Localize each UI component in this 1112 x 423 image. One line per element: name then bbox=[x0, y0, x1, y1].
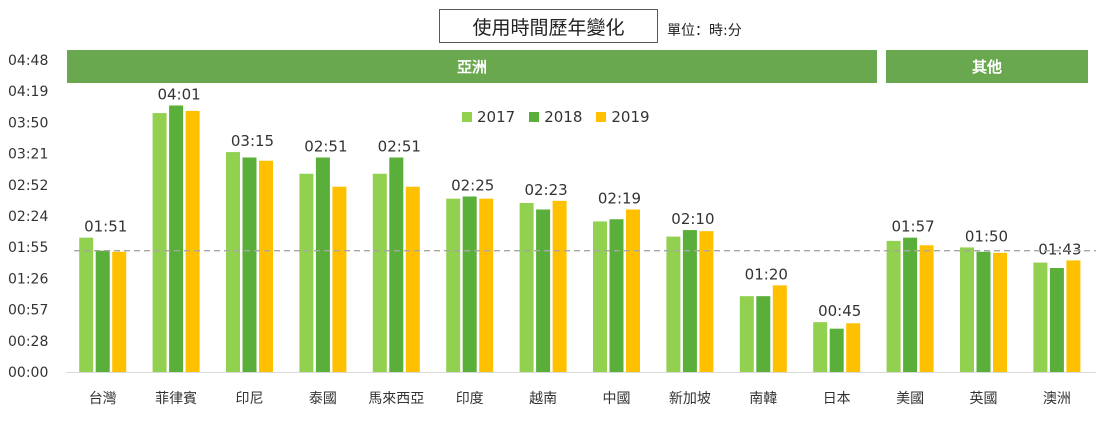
bar-2019 bbox=[259, 160, 273, 372]
legend-item-2018: 2018 bbox=[529, 108, 582, 126]
bar-2019 bbox=[919, 245, 934, 372]
x-tick-label: 新加坡 bbox=[669, 391, 711, 407]
x-tick-label: 中國 bbox=[603, 391, 631, 407]
bar-2017 bbox=[152, 113, 167, 372]
bar-2018 bbox=[462, 196, 477, 372]
bar-2018 bbox=[536, 209, 551, 372]
bar-2017 bbox=[593, 221, 607, 372]
y-tick-label: 02:52 bbox=[8, 178, 48, 194]
x-tick-label: 英國 bbox=[970, 390, 998, 407]
bar-2018 bbox=[242, 157, 257, 372]
bar-2019 bbox=[479, 198, 494, 372]
legend-swatch-2018 bbox=[529, 112, 540, 122]
bar-2018 bbox=[756, 296, 771, 372]
y-tick-label: 01:55 bbox=[8, 240, 48, 256]
bar-2019 bbox=[1066, 260, 1081, 372]
bar-2019 bbox=[626, 209, 640, 372]
data-label: 02:51 bbox=[378, 138, 421, 156]
bar-2019 bbox=[772, 285, 787, 372]
legend: 2017 2018 2019 bbox=[462, 108, 650, 126]
bar-2017 bbox=[446, 198, 461, 372]
x-tick-label: 印度 bbox=[456, 391, 484, 407]
bar-2019 bbox=[993, 252, 1007, 372]
unit-label: 單位：時:分 bbox=[667, 23, 742, 39]
y-tick-label: 00:00 bbox=[8, 365, 48, 381]
bar-2017 bbox=[299, 173, 314, 372]
x-tick-label: 印尼 bbox=[236, 391, 264, 407]
y-tick-label: 03:50 bbox=[8, 115, 48, 131]
y-tick-label: 04:48 bbox=[8, 53, 48, 69]
x-tick-label: 澳洲 bbox=[1043, 391, 1071, 407]
bar-2018 bbox=[169, 105, 184, 372]
bar-2019 bbox=[846, 323, 861, 372]
bar-2019 bbox=[552, 200, 567, 372]
bar-2018 bbox=[389, 157, 404, 372]
x-tick-label: 越南 bbox=[529, 391, 557, 407]
bar-2017 bbox=[79, 237, 94, 372]
data-label: 04:01 bbox=[157, 86, 200, 104]
legend-swatch-2017 bbox=[462, 112, 472, 122]
x-tick-label: 菲律賓 bbox=[155, 390, 197, 407]
bar-2019 bbox=[405, 186, 420, 372]
data-label: 01:20 bbox=[745, 265, 788, 283]
bar-2018 bbox=[95, 250, 110, 372]
bar-2017 bbox=[1033, 262, 1048, 372]
x-tick-label: 南韓 bbox=[749, 391, 777, 407]
data-label: 02:23 bbox=[524, 181, 567, 199]
data-label: 02:51 bbox=[304, 138, 347, 156]
chart-title: 使用時間歷年變化 bbox=[439, 9, 658, 43]
y-tick-label: 00:28 bbox=[8, 334, 48, 350]
region-band-asia: 亞洲 bbox=[67, 50, 877, 83]
legend-label-2017: 2017 bbox=[477, 108, 516, 126]
bar-2018 bbox=[829, 328, 844, 372]
bar-2017 bbox=[519, 203, 534, 372]
data-label: 01:43 bbox=[1038, 240, 1081, 258]
bar-2017 bbox=[372, 173, 387, 372]
bar-2019 bbox=[185, 110, 200, 373]
bar-2018 bbox=[976, 251, 991, 372]
bar-2018 bbox=[682, 230, 697, 372]
bar-2018 bbox=[609, 219, 624, 372]
bar-2019 bbox=[112, 251, 127, 372]
bar-2018 bbox=[903, 237, 918, 372]
bar-2019 bbox=[332, 186, 347, 372]
bar-2019 bbox=[699, 231, 714, 372]
x-tick-label: 台灣 bbox=[89, 391, 117, 407]
bar-2017 bbox=[739, 296, 754, 372]
x-tick-label: 馬來西亞 bbox=[368, 391, 424, 407]
legend-item-2019: 2019 bbox=[596, 108, 650, 126]
y-tick-label: 04:19 bbox=[8, 84, 48, 100]
data-label: 02:10 bbox=[671, 210, 714, 228]
data-label: 01:50 bbox=[965, 227, 1008, 245]
region-band-other: 其他 bbox=[886, 50, 1088, 83]
bar-2017 bbox=[666, 236, 681, 372]
x-tick-label: 日本 bbox=[823, 391, 851, 407]
bar-2017 bbox=[226, 152, 240, 372]
bar-2017 bbox=[960, 247, 974, 372]
x-tick-label: 美國 bbox=[896, 391, 924, 407]
data-label: 02:19 bbox=[598, 190, 641, 208]
data-label: 01:51 bbox=[84, 218, 127, 236]
y-tick-label: 03:21 bbox=[8, 147, 48, 163]
legend-label-2018: 2018 bbox=[544, 108, 583, 126]
legend-swatch-2019 bbox=[596, 112, 607, 122]
x-tick-label: 泰國 bbox=[309, 391, 337, 407]
bar-2018 bbox=[315, 157, 330, 372]
bar-2018 bbox=[1049, 268, 1064, 372]
bar-2017 bbox=[813, 322, 828, 372]
data-label: 01:57 bbox=[891, 218, 934, 236]
y-tick-label: 02:24 bbox=[8, 209, 48, 225]
y-tick-label: 01:26 bbox=[8, 271, 48, 287]
data-label: 02:25 bbox=[451, 177, 494, 195]
legend-item-2017: 2017 bbox=[462, 108, 515, 126]
y-tick-label: 00:57 bbox=[8, 303, 48, 319]
data-label: 00:45 bbox=[818, 302, 861, 320]
bar-2017 bbox=[886, 240, 901, 372]
legend-label-2019: 2019 bbox=[611, 108, 650, 126]
data-label: 03:15 bbox=[231, 132, 274, 150]
